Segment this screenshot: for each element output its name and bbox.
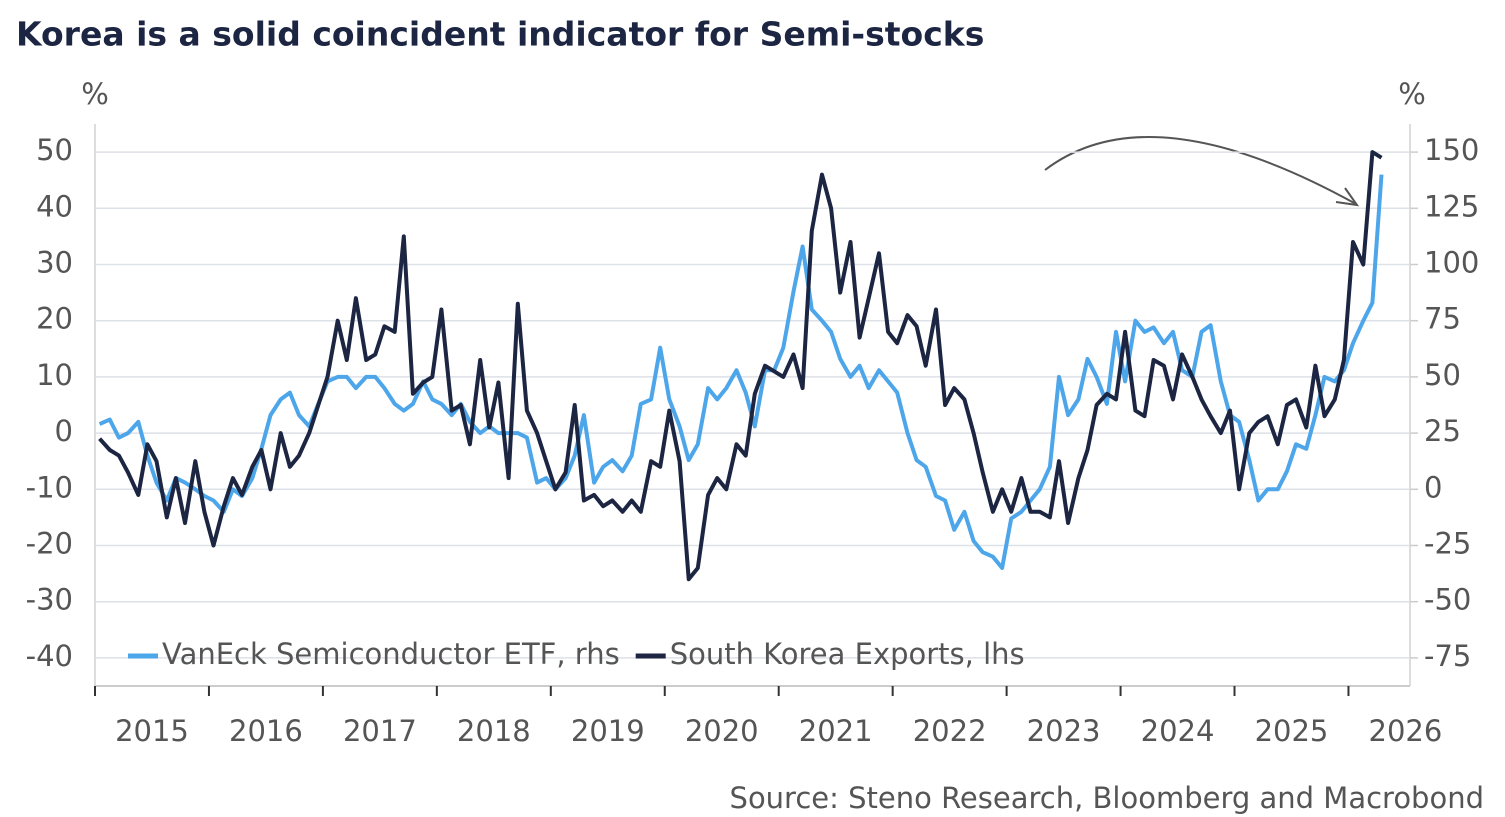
x-tick-label: 2020 — [685, 714, 759, 748]
y-tick-label: 10 — [36, 358, 73, 392]
chart-title: Korea is a solid coincident indicator fo… — [16, 15, 984, 54]
y-tick-label: -40 — [26, 639, 73, 673]
x-tick-label: 2015 — [115, 714, 189, 748]
y-tick-label: 20 — [36, 302, 73, 336]
x-tick-label: 2016 — [229, 714, 303, 748]
x-tick-label: 2022 — [913, 714, 987, 748]
x-tick-label: 2017 — [343, 714, 417, 748]
y-tick-label: 50 — [36, 133, 73, 167]
y-unit: % — [81, 77, 109, 111]
series-line — [98, 150, 1383, 582]
legend-label: VanEck Semiconductor ETF, rhs — [162, 637, 620, 671]
y2-tick-label: -50 — [1424, 583, 1471, 617]
y2-tick-label: 125 — [1424, 189, 1479, 223]
source: Source: Steno Research, Bloomberg and Ma… — [730, 781, 1484, 815]
y-tick-label: 40 — [36, 189, 73, 223]
y-tick-label: 0 — [55, 414, 73, 448]
x-tick-label: 2026 — [1369, 714, 1443, 748]
y2-unit: % — [1398, 77, 1426, 111]
x-tick-label: 2023 — [1027, 714, 1101, 748]
y2-tick-label: 100 — [1424, 246, 1479, 280]
y2-tick-label: 75 — [1424, 302, 1461, 336]
y2-tick-label: -75 — [1424, 639, 1471, 673]
x-tick-label: 2018 — [457, 714, 531, 748]
x-tick-label: 2021 — [799, 714, 873, 748]
y2-tick-label: 150 — [1424, 133, 1479, 167]
y-tick-label: 30 — [36, 246, 73, 280]
y-tick-label: -10 — [26, 470, 73, 504]
y2-tick-label: 25 — [1424, 414, 1461, 448]
y-tick-label: -30 — [26, 583, 73, 617]
x-tick-label: 2025 — [1255, 714, 1329, 748]
y2-tick-label: 50 — [1424, 358, 1461, 392]
x-tick-label: 2024 — [1141, 714, 1215, 748]
x-tick-label: 2019 — [571, 714, 645, 748]
legend-label: South Korea Exports, lhs — [670, 637, 1025, 671]
y2-tick-label: -25 — [1424, 527, 1471, 561]
annotation-arrow — [1044, 136, 1360, 207]
y2-tick-label: 0 — [1424, 470, 1442, 504]
y-tick-label: -20 — [26, 527, 73, 561]
